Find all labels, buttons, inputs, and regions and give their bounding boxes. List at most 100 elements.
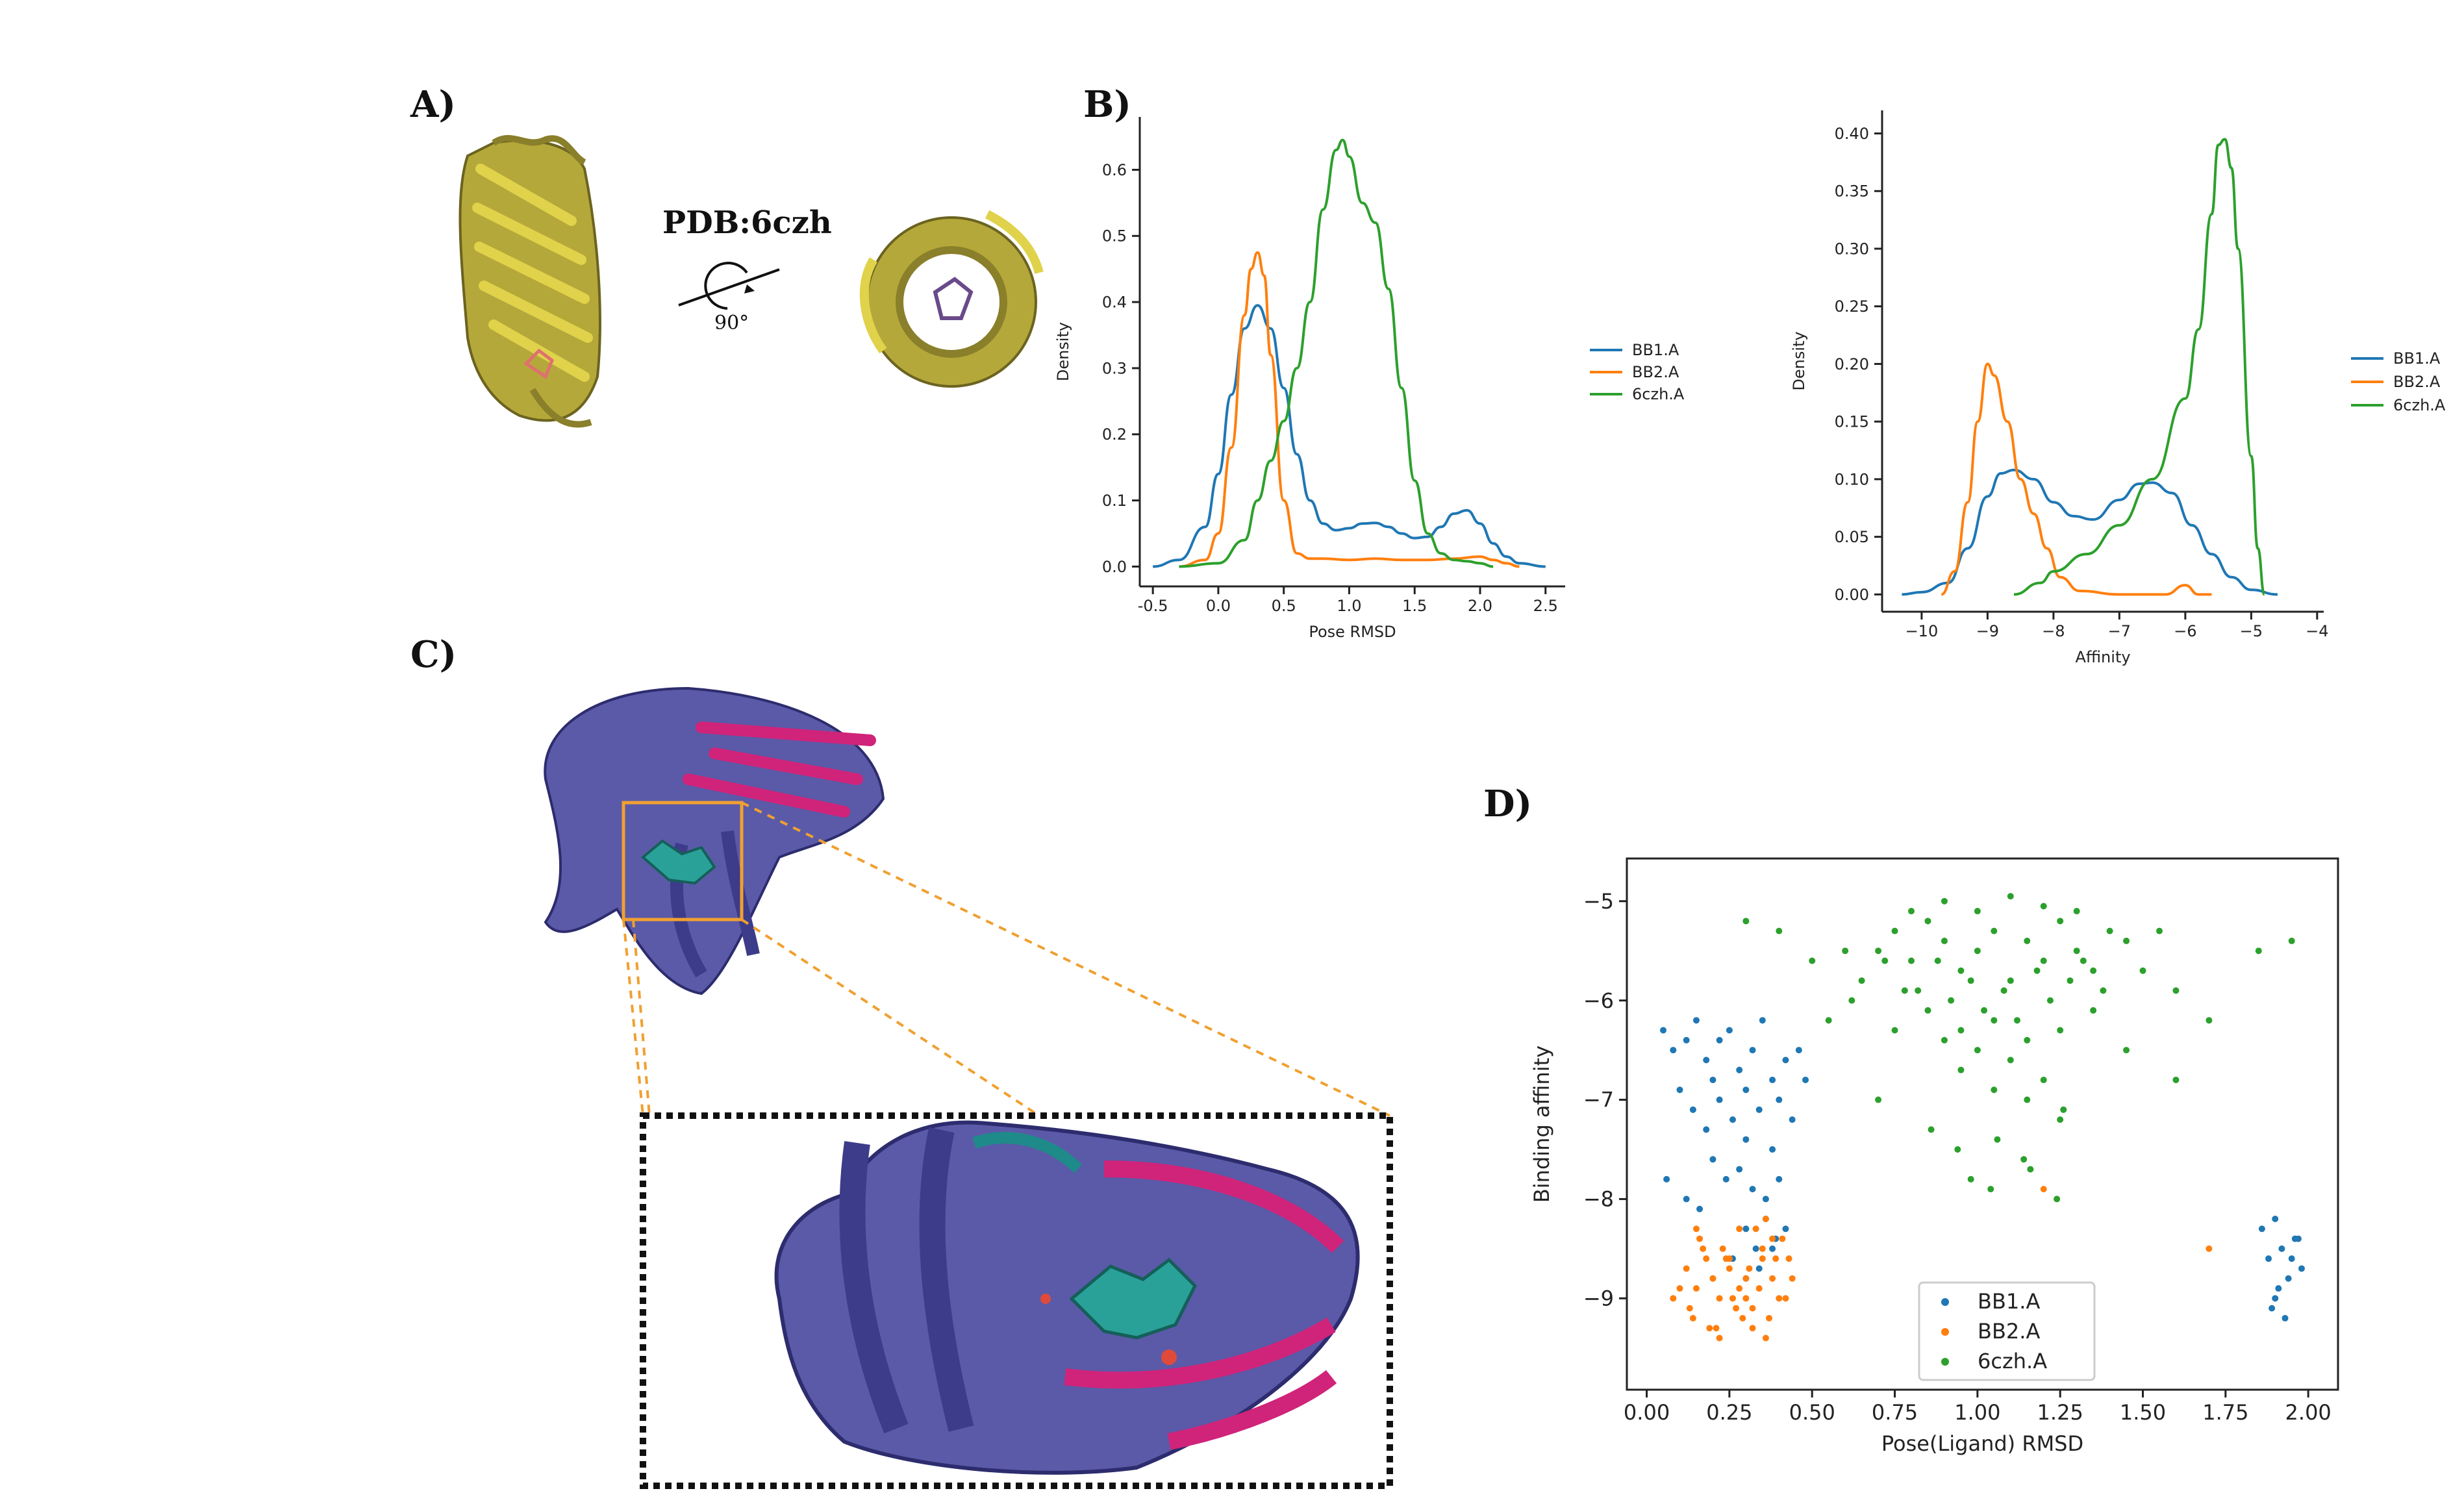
scatter-chart: 0.00 0.25 0.50 0.75 1.00 1.25 1.50 1.75 2.00 −9 −8…: [1529, 857, 2339, 1456]
scatter-point-6czh.A: [1941, 1036, 1948, 1044]
scatter-point-BB2.A: [1759, 1255, 1766, 1262]
scatter-point-BB1.A: [1749, 1186, 1756, 1193]
scatter-point-BB2.A: [1736, 1225, 1743, 1233]
legend-box: [1918, 1281, 2096, 1381]
scatter-point-BB1.A: [1802, 1076, 1809, 1083]
scatter-point-6czh.A: [2255, 947, 2262, 955]
scatter-point-BB1.A: [1676, 1086, 1683, 1094]
scatter-point-6czh.A: [2054, 1196, 2061, 1203]
scatter-point-6czh.A: [2123, 1047, 2130, 1054]
scatter-point-6czh.A: [1974, 1047, 1981, 1054]
scatter-point-BB2.A: [1716, 1334, 1723, 1342]
panel-label-b: B): [1083, 83, 1131, 126]
scatter-point-6czh.A: [2007, 1057, 2014, 1064]
scatter-point-BB2.A: [1703, 1255, 1710, 1262]
panel-label-c: C): [410, 633, 457, 676]
scatter-point-BB1.A: [2294, 1235, 2302, 1242]
scatter-point-BB2.A: [1700, 1245, 1707, 1252]
scatter-point-6czh.A: [2172, 987, 2180, 994]
legend-label: BB1.A: [1632, 341, 1679, 359]
x-tick-label: 1.25: [2037, 1400, 2083, 1425]
x-tick-label: −5: [2240, 622, 2263, 640]
scatter-point-BB1.A: [1769, 1146, 1776, 1153]
x-tick-label: 0.50: [1789, 1400, 1835, 1425]
scatter-point-6czh.A: [1858, 977, 1865, 984]
scatter-point-BB2.A: [1676, 1285, 1683, 1292]
scatter-point-BB2.A: [1779, 1235, 1786, 1242]
scatter-point-6czh.A: [1974, 908, 1981, 915]
scatter-point-BB1.A: [2272, 1216, 2279, 1223]
ligand-cluster-icon: [640, 839, 716, 885]
scatter-point-BB2.A: [1749, 1325, 1756, 1332]
x-tick-label: −4: [2306, 622, 2328, 640]
x-tick-label: -0.5: [1138, 597, 1168, 615]
kde-affinity-chart: −10 −9 −8 −7 −6 −5 −4 0.00 0.05 0.10 0.15 0.20 0.25 0…: [1790, 110, 2446, 666]
scatter-point-BB2.A: [1692, 1285, 1700, 1292]
scatter-point-6czh.A: [2090, 1007, 2097, 1014]
scatter-point-BB1.A: [2275, 1285, 2282, 1292]
rotation-arrow-icon: [678, 262, 780, 310]
y-tick-label: −5: [1583, 889, 1614, 914]
scatter-point-BB2.A: [1762, 1216, 1769, 1223]
zoomed-protein-view: [774, 1120, 1360, 1475]
series-line-6czh.A: [2013, 138, 2266, 596]
y-tick-label: 0.40: [1835, 125, 1869, 143]
scatter-point-6czh.A: [2057, 918, 2064, 925]
scatter-point-BB1.A: [1709, 1076, 1716, 1083]
scatter-point-6czh.A: [1941, 937, 1948, 944]
scatter-point-6czh.A: [2033, 967, 2041, 974]
scatter-point-6czh.A: [1891, 927, 1898, 934]
zoom-connector-lines: [622, 801, 1390, 1117]
scatter-point-BB2.A: [1742, 1295, 1750, 1302]
scatter-point-6czh.A: [2206, 1017, 2213, 1024]
scatter-point-6czh.A: [1954, 1146, 1961, 1153]
scatter-point-BB1.A: [1749, 1047, 1756, 1054]
x-tick-label: 1.75: [2202, 1400, 2248, 1425]
scatter-point-6czh.A: [2007, 893, 2014, 900]
zoom-frame: [640, 1112, 1393, 1489]
scatter-point-6czh.A: [1974, 947, 1981, 955]
scatter-point-BB2.A: [1706, 1325, 1713, 1332]
scatter-point-6czh.A: [1742, 918, 1750, 925]
x-tick-label: 0.75: [1872, 1400, 1918, 1425]
legend-label: BB2.A: [2393, 373, 2441, 391]
scatter-point-6czh.A: [2106, 927, 2113, 934]
scatter-point-6czh.A: [2080, 957, 2087, 964]
y-axis-label: Binding affinity: [1529, 1046, 1554, 1203]
scatter-point-BB2.A: [1739, 1314, 1746, 1322]
scatter-point-BB2.A: [1733, 1305, 1740, 1312]
panel-label-d: D): [1483, 783, 1533, 825]
scatter-point-6czh.A: [2040, 957, 2047, 964]
scatter-point-BB1.A: [1759, 1017, 1766, 1024]
x-tick-label: 2.5: [1533, 597, 1558, 615]
scatter-point-BB1.A: [1795, 1047, 1802, 1054]
scatter-point-BB1.A: [2272, 1295, 2279, 1302]
scatter-point-BB1.A: [1769, 1245, 1776, 1252]
scatter-point-6czh.A: [2020, 1156, 2028, 1163]
legend-label: BB1.A: [1978, 1289, 2040, 1314]
scatter-point-6czh.A: [1881, 957, 1889, 964]
scatter-point-BB1.A: [1726, 1027, 1733, 1034]
scatter-point-BB1.A: [1742, 1136, 1750, 1143]
scatter-point-6czh.A: [1928, 1126, 1935, 1133]
scatter-point-6czh.A: [2139, 967, 2146, 974]
y-tick-label: 0.4: [1102, 294, 1127, 312]
legend-label: BB2.A: [1978, 1319, 2040, 1344]
protein-side-view: [459, 134, 601, 428]
scatter-point-6czh.A: [1957, 967, 1965, 974]
scatter-point-6czh.A: [1875, 947, 1882, 955]
y-tick-label: 0.25: [1835, 297, 1869, 316]
x-tick-label: −6: [2174, 622, 2196, 640]
y-tick-label: −8: [1583, 1187, 1614, 1212]
scatter-point-BB2.A: [1719, 1245, 1726, 1252]
scatter-point-BB2.A: [1692, 1225, 1700, 1233]
scatter-point-BB1.A: [1716, 1036, 1723, 1044]
scatter-point-6czh.A: [2007, 977, 2014, 984]
x-tick-label: 0.0: [1206, 597, 1231, 615]
scatter-point-BB2.A: [1752, 1225, 1759, 1233]
scatter-point-BB1.A: [2269, 1305, 2276, 1312]
y-tick-label: 0.2: [1102, 425, 1127, 444]
scatter-point-6czh.A: [2046, 997, 2054, 1004]
scatter-point-BB2.A: [1776, 1295, 1783, 1302]
scatter-point-6czh.A: [1924, 1007, 1931, 1014]
